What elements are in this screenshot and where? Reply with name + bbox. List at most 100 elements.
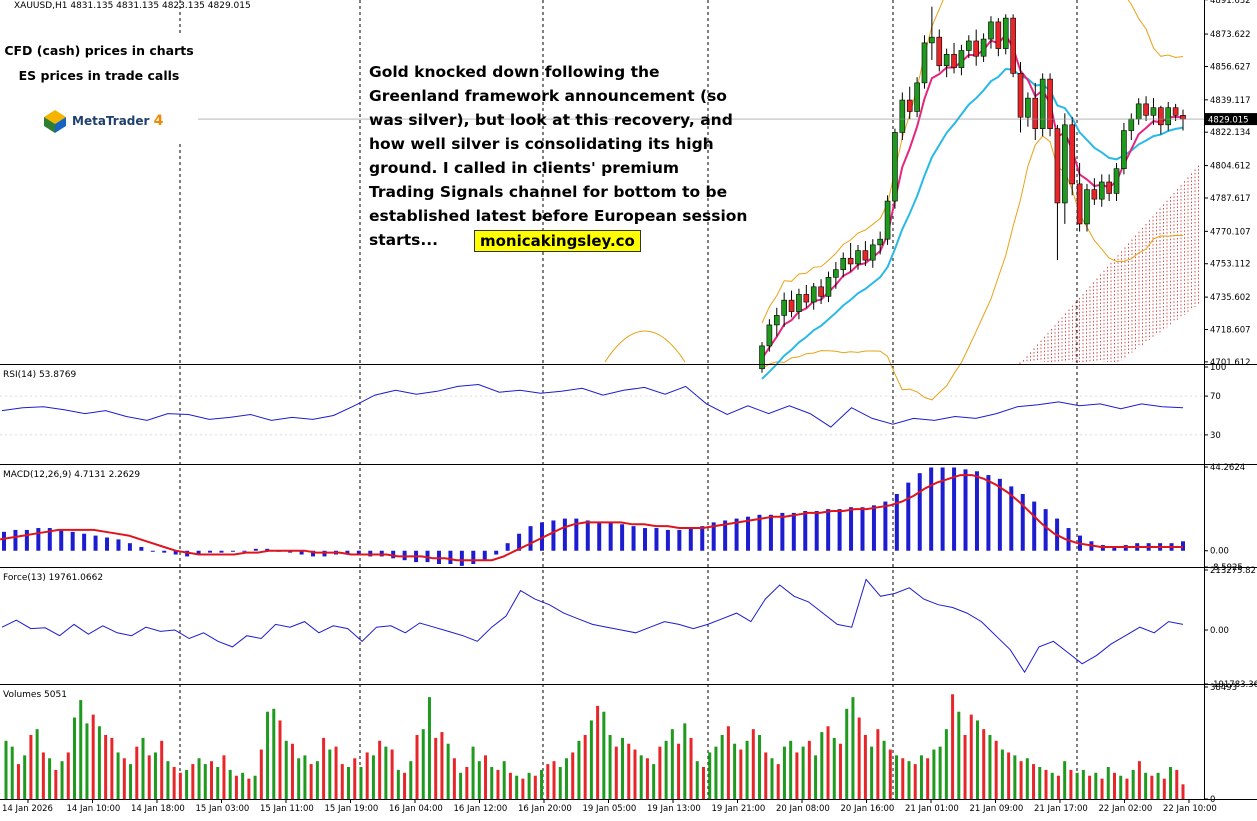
- macd-bar: [677, 529, 682, 551]
- volume-bar: [23, 755, 27, 799]
- bull-candle: [781, 299, 787, 316]
- candle: [892, 128, 898, 209]
- macd-bar: [59, 529, 64, 551]
- bull-candle: [855, 250, 861, 265]
- axis-tick-label: 4873.622: [1210, 30, 1251, 40]
- macd-bar: [929, 467, 934, 551]
- candle: [936, 29, 943, 72]
- candle: [825, 271, 832, 303]
- volume-bar: [751, 729, 755, 799]
- volume-bar: [670, 729, 674, 799]
- candle: [833, 262, 839, 289]
- candle: [1032, 82, 1039, 141]
- website-link[interactable]: monicakingsley.co: [474, 230, 641, 252]
- x-tick-label: 14 Jan 10:00: [67, 804, 121, 814]
- x-tick-label: 21 Jan 17:00: [1034, 804, 1088, 814]
- macd-bar: [139, 546, 144, 551]
- candle: [899, 92, 906, 141]
- candle: [1165, 101, 1172, 131]
- candle: [1091, 178, 1098, 205]
- bull-candle: [825, 276, 832, 297]
- volume-bar: [48, 758, 52, 799]
- volume-bar: [1144, 772, 1148, 799]
- axis-tick-label: 44.2624: [1210, 463, 1245, 473]
- volume-bar: [851, 697, 855, 799]
- volume-bar: [1181, 784, 1185, 799]
- macd-bar: [974, 471, 979, 551]
- volume-bar: [776, 764, 780, 799]
- volume-bar: [801, 746, 805, 799]
- volume-bar: [975, 720, 979, 799]
- bull-candle: [1121, 130, 1127, 169]
- volume-bar: [446, 743, 450, 799]
- bull-candle: [1025, 97, 1031, 118]
- macd-bar: [768, 514, 773, 551]
- macd-panel: [0, 467, 1185, 566]
- volume-bar: [253, 775, 257, 799]
- volume-bar: [234, 775, 238, 799]
- volume-bar: [695, 761, 699, 799]
- candle: [1172, 103, 1179, 122]
- volume-bar: [552, 761, 556, 799]
- volume-bar: [340, 764, 344, 799]
- x-tick-label: 20 Jan 08:00: [776, 804, 830, 814]
- volume-bar: [895, 755, 899, 799]
- macd-bar: [1009, 486, 1014, 551]
- volume-bar: [1169, 766, 1173, 799]
- bull-candle: [988, 21, 994, 40]
- rsi-label: RSI(14) 53.8769: [3, 370, 76, 380]
- volume-bar: [222, 755, 226, 799]
- volume-bar: [315, 761, 319, 799]
- macd-bar: [723, 520, 728, 551]
- macd-bar: [185, 550, 190, 557]
- volume-bar: [191, 764, 195, 799]
- candle: [1047, 73, 1053, 137]
- bull-candle: [1084, 189, 1090, 225]
- volume-bar: [1131, 769, 1135, 799]
- macd-bar: [494, 550, 499, 555]
- volume-bar: [1081, 769, 1085, 799]
- bear-candle: [1054, 128, 1061, 204]
- x-tick-label: 22 Jan 02:00: [1099, 804, 1153, 814]
- candle: [980, 33, 987, 62]
- volume-bar: [951, 694, 955, 799]
- bear-candle: [936, 36, 943, 67]
- bull-candle: [1165, 107, 1172, 126]
- macd-bar: [562, 518, 567, 551]
- force-panel: [1, 578, 1184, 674]
- macd-bar: [860, 507, 865, 551]
- volume-bar: [1069, 769, 1073, 799]
- bear-candle: [1010, 17, 1016, 74]
- x-tick-label: 19 Jan 05:00: [583, 804, 637, 814]
- macd-bar: [700, 526, 705, 551]
- volume-bar: [403, 772, 407, 799]
- macd-bar: [162, 550, 167, 553]
- candle: [1054, 124, 1061, 261]
- bull-candle: [899, 99, 906, 133]
- volume-bar: [502, 761, 506, 799]
- volume-bar: [919, 755, 923, 799]
- candle: [951, 42, 957, 74]
- candle: [1128, 113, 1135, 141]
- bull-candle: [1135, 103, 1142, 120]
- bull-candle: [810, 286, 817, 303]
- macd-bar: [219, 550, 224, 553]
- macd-bar: [1020, 493, 1025, 551]
- volume-bar: [216, 766, 220, 799]
- axis-tick-label: 0.00: [1210, 547, 1229, 557]
- band-arc: [604, 330, 686, 363]
- candle: [818, 279, 824, 304]
- bear-candle: [803, 294, 810, 303]
- volume-bar: [1106, 766, 1110, 799]
- volume-bar: [714, 746, 718, 799]
- volume-bar: [266, 711, 270, 799]
- macd-bar: [208, 550, 213, 553]
- volume-bar: [35, 729, 39, 799]
- volume-bar: [994, 740, 998, 799]
- volume-bar: [160, 740, 164, 799]
- candle: [840, 252, 847, 278]
- volume-bar: [73, 717, 77, 799]
- bear-candle: [951, 54, 957, 68]
